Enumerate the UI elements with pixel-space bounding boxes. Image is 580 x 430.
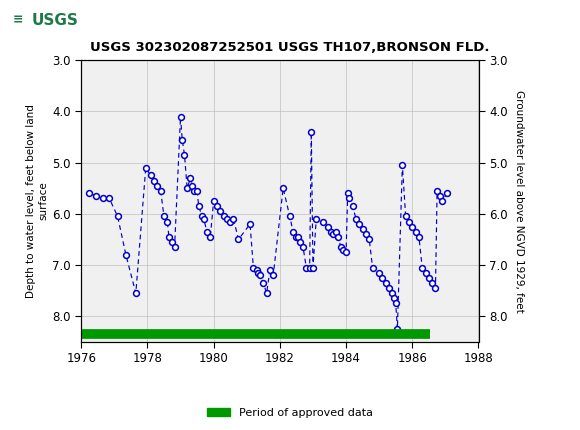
Text: USGS 302302087252501 USGS TH107,BRONSON FLD.: USGS 302302087252501 USGS TH107,BRONSON … — [90, 41, 490, 54]
Text: USGS: USGS — [32, 13, 79, 28]
Y-axis label: Groundwater level above NGVD 1929, feet: Groundwater level above NGVD 1929, feet — [514, 89, 524, 313]
Legend: Period of approved data: Period of approved data — [203, 403, 377, 422]
Y-axis label: Depth to water level, feet below land
surface: Depth to water level, feet below land su… — [27, 104, 48, 298]
Text: ≡: ≡ — [13, 14, 23, 27]
Bar — [3, 3, 78, 38]
